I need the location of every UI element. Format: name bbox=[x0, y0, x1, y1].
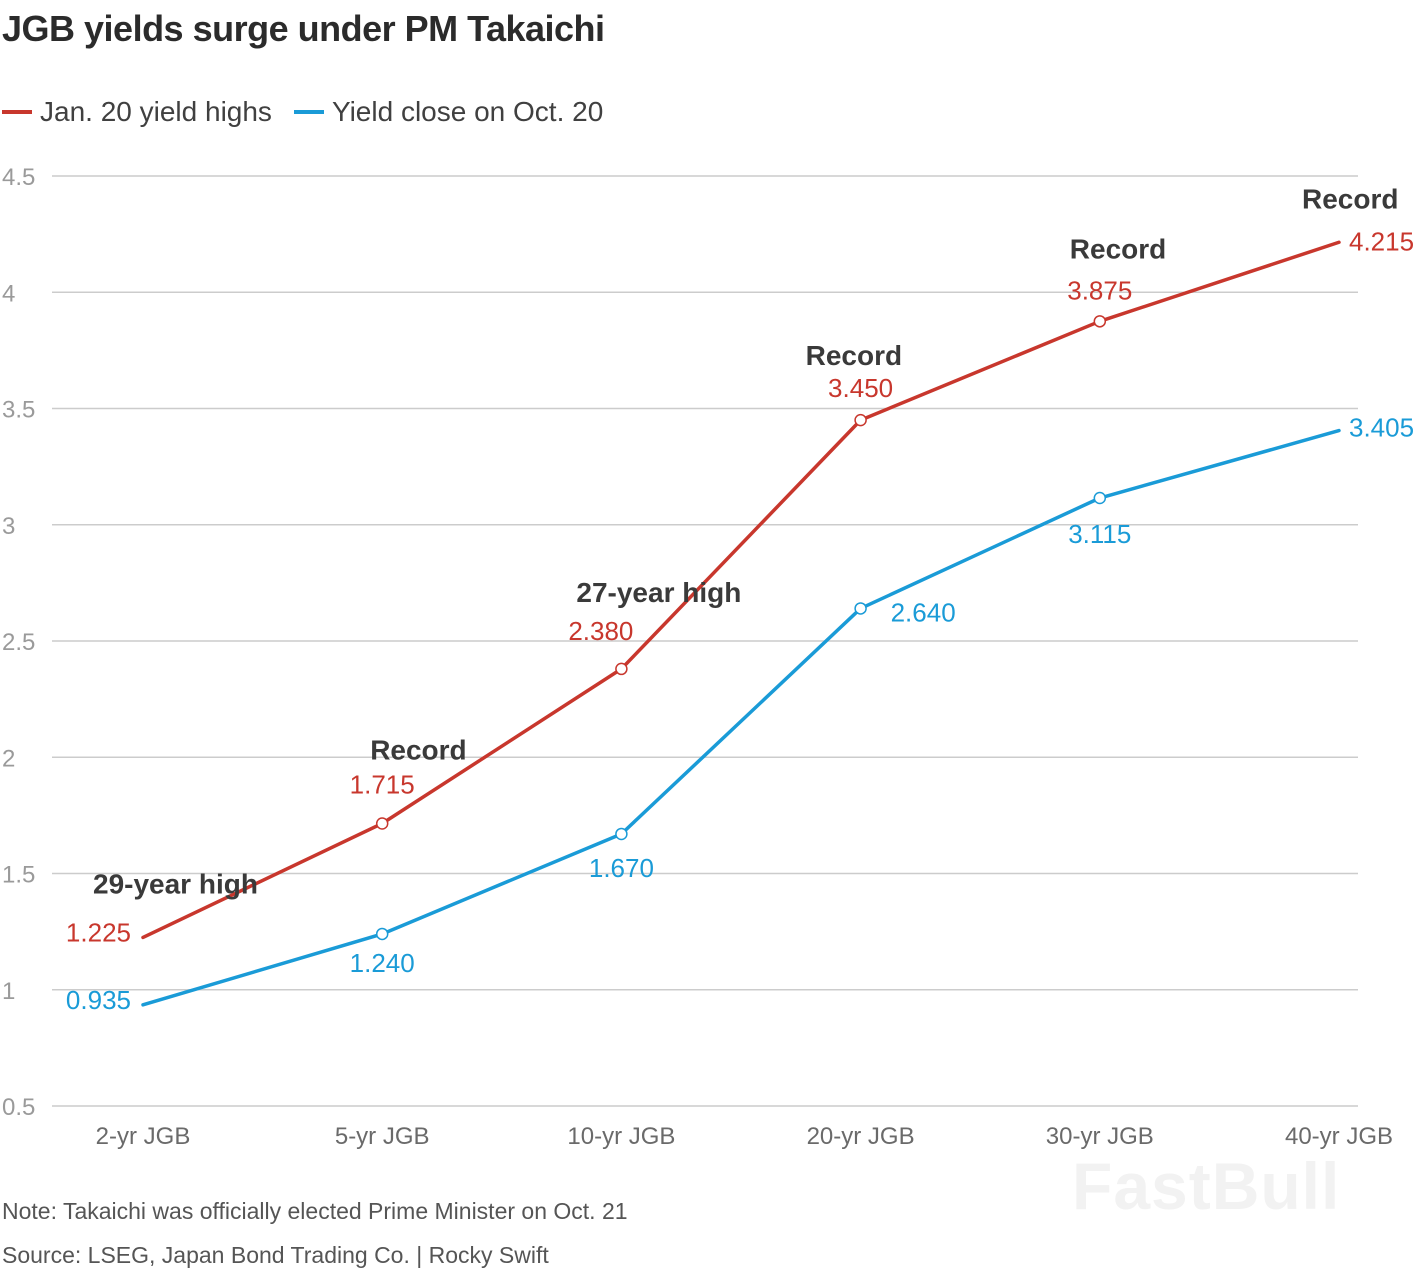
y-tick-label: 4.5 bbox=[2, 164, 35, 191]
data-point-marker bbox=[615, 662, 628, 676]
y-tick-label: 1.5 bbox=[2, 862, 35, 889]
x-tick-label: 10-yr JGB bbox=[567, 1123, 675, 1150]
x-tick-label: 5-yr JGB bbox=[335, 1123, 430, 1150]
annotation-label: 27-year high bbox=[576, 577, 741, 608]
data-label: 4.215 bbox=[1349, 226, 1414, 256]
data-point-marker bbox=[375, 817, 389, 830]
data-label: 3.450 bbox=[828, 373, 893, 403]
legend-swatch-oct20 bbox=[293, 110, 324, 114]
data-label: 3.405 bbox=[1349, 413, 1414, 443]
data-label: 2.380 bbox=[568, 616, 633, 646]
data-label: 1.670 bbox=[589, 853, 654, 883]
legend-item-oct20: Yield close on Oct. 20 bbox=[293, 96, 604, 128]
annotation-label: Record bbox=[370, 735, 466, 766]
data-label: 3.115 bbox=[1068, 519, 1131, 549]
data-label: 1.225 bbox=[66, 917, 131, 947]
watermark-logo: FastBull bbox=[1072, 1149, 1341, 1223]
y-tick-label: 3 bbox=[2, 513, 15, 540]
series-line-oct20 bbox=[141, 428, 1341, 1007]
data-point-marker bbox=[854, 602, 867, 615]
chart-legend: Jan. 20 yield highs Yield close on Oct. … bbox=[2, 92, 625, 132]
data-label: 1.715 bbox=[350, 770, 415, 800]
data-label: 3.875 bbox=[1067, 275, 1132, 305]
data-point-marker bbox=[375, 927, 389, 941]
data-label: 2.640 bbox=[891, 597, 956, 627]
y-tick-label: 0.5 bbox=[2, 1094, 35, 1121]
annotation-label: Record bbox=[1302, 183, 1398, 214]
annotation-label: Record bbox=[806, 340, 902, 371]
data-point-marker bbox=[1093, 315, 1107, 328]
legend-item-jan20: Jan. 20 yield highs bbox=[2, 96, 272, 128]
y-tick-label: 3.5 bbox=[2, 397, 35, 424]
annotation-label: Record bbox=[1070, 233, 1166, 264]
annotation-label: 29-year high bbox=[93, 868, 258, 899]
series-line-jan20 bbox=[141, 240, 1341, 940]
data-point-marker bbox=[615, 827, 628, 841]
x-tick-label: 20-yr JGB bbox=[807, 1123, 915, 1150]
y-tick-label: 2 bbox=[2, 745, 15, 772]
x-tick-label: 2-yr JGB bbox=[96, 1123, 191, 1150]
legend-swatch-jan20 bbox=[2, 110, 32, 114]
y-tick-label: 2.5 bbox=[2, 629, 35, 656]
chart-title: JGB yields surge under PM Takaichi bbox=[2, 8, 605, 49]
y-tick-label: 1 bbox=[2, 978, 15, 1005]
chart-note: Note: Takaichi was officially elected Pr… bbox=[2, 1198, 628, 1224]
chart-source: Source: LSEG, Japan Bond Trading Co. | R… bbox=[2, 1242, 549, 1268]
x-tick-label: 40-yr JGB bbox=[1285, 1123, 1393, 1150]
x-tick-label: 30-yr JGB bbox=[1046, 1123, 1154, 1150]
data-label: 0.935 bbox=[66, 985, 131, 1015]
y-tick-label: 4 bbox=[2, 280, 15, 307]
legend-label-jan20: Jan. 20 yield highs bbox=[40, 96, 272, 127]
data-point-marker bbox=[1093, 491, 1107, 505]
data-point-marker bbox=[854, 413, 867, 427]
data-label: 1.240 bbox=[350, 948, 415, 978]
legend-label-oct20: Yield close on Oct. 20 bbox=[331, 96, 604, 127]
